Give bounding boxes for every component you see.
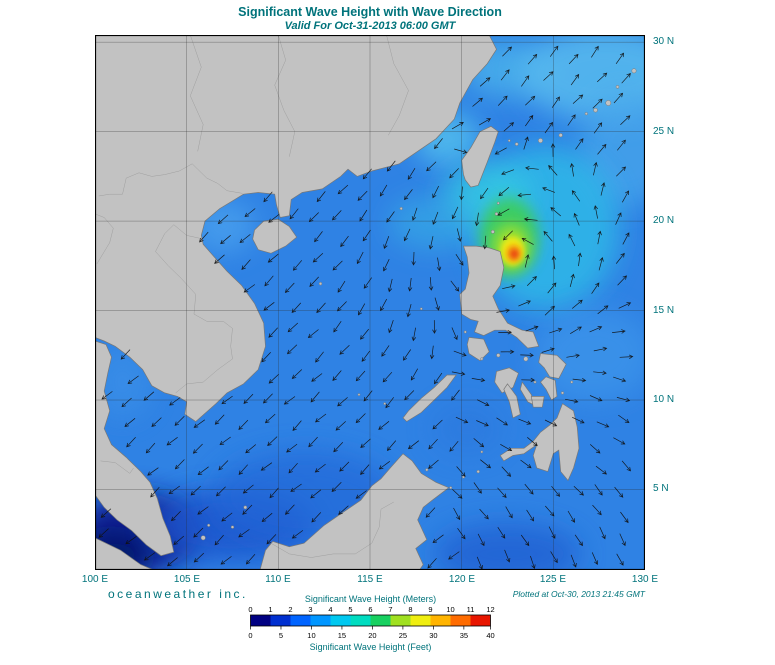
chart-title: Significant Wave Height with Wave Direct… — [238, 5, 502, 19]
meters-tick: 7 — [388, 605, 392, 614]
lat-label: 30 N — [653, 36, 675, 47]
lon-label: 110 E — [265, 574, 291, 585]
lon-label: 125 E — [539, 574, 567, 585]
meters-tick: 11 — [467, 605, 475, 614]
meters-tick: 12 — [486, 605, 494, 614]
meters-tick: 2 — [288, 605, 292, 614]
meters-tick: 9 — [428, 605, 432, 614]
feet-tick: 5 — [279, 631, 283, 640]
lon-label: 100 E — [81, 574, 109, 585]
lon-label: 130 E — [631, 574, 659, 585]
legend-colorbar: Significant Wave Height (Meters)0 1 2 3 4 5 6 7… — [248, 594, 494, 652]
lon-label: 105 E — [173, 574, 201, 585]
lon-label: 115 E — [357, 574, 383, 585]
wave-height-map — [95, 35, 645, 570]
plotted-timestamp: Plotted at Oct-30, 2013 21:45 GMT — [512, 589, 645, 599]
feet-tick: 25 — [399, 631, 407, 640]
feet-tick: 35 — [460, 631, 468, 640]
meters-tick: 8 — [408, 605, 412, 614]
wave-direction-arrows — [98, 45, 634, 570]
legend-feet-label: Significant Wave Height (Feet) — [310, 642, 432, 652]
feet-tick: 40 — [486, 631, 494, 640]
map-frame — [95, 35, 645, 570]
legend-meters-label: Significant Wave Height (Meters) — [305, 594, 436, 604]
lat-label: 15 N — [653, 305, 675, 316]
meters-tick: 1 — [268, 605, 272, 614]
lat-label: 10 N — [653, 394, 675, 405]
lat-label: 5 N — [653, 483, 669, 494]
meters-tick: 5 — [348, 605, 352, 614]
feet-tick: 30 — [429, 631, 437, 640]
meters-tick: 0 — [248, 605, 252, 614]
feet-tick: 0 — [248, 631, 252, 640]
credit-text: oceanweather inc. — [108, 587, 248, 601]
lon-label: 120 E — [448, 574, 476, 585]
meters-tick: 3 — [308, 605, 312, 614]
meters-tick: 6 — [368, 605, 372, 614]
meters-tick: 4 — [328, 605, 332, 614]
lat-label: 20 N — [653, 215, 675, 226]
feet-tick: 15 — [338, 631, 346, 640]
meters-tick: 10 — [446, 605, 454, 614]
graticule — [95, 35, 645, 570]
feet-tick: 10 — [307, 631, 315, 640]
feet-tick: 20 — [368, 631, 376, 640]
chart-subtitle: Valid For Oct-31-2013 06:00 GMT — [284, 20, 456, 32]
lat-label: 25 N — [653, 126, 675, 137]
